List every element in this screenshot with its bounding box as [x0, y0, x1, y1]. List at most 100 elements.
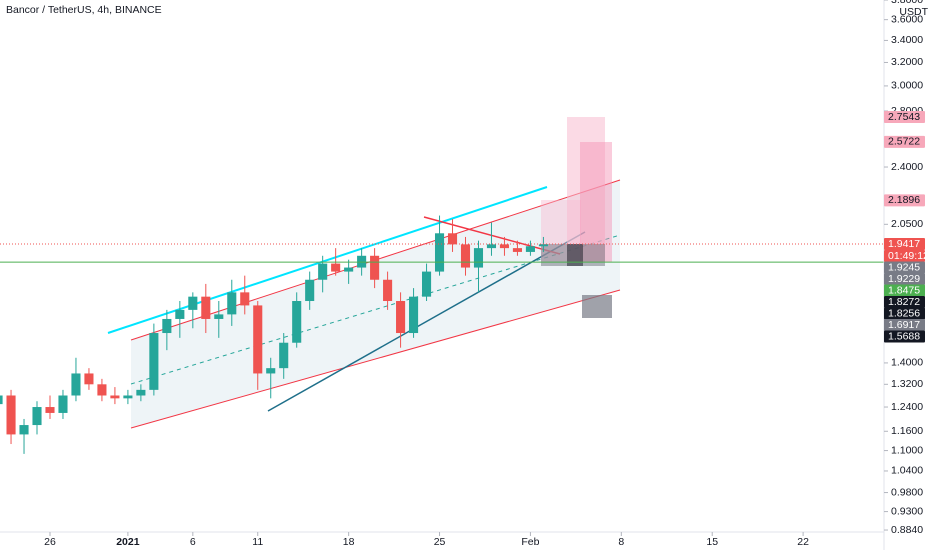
- x-tick-label: 22: [797, 536, 809, 548]
- position-profit: [580, 142, 612, 262]
- chart-title: Bancor / TetherUS, 4h, BINANCE: [6, 4, 162, 16]
- price-tag-label: 1.8475: [888, 284, 920, 296]
- channel-lower: [130, 289, 621, 429]
- y-tick-label: 1.3200: [891, 378, 923, 390]
- x-tick-label: 11: [252, 536, 263, 548]
- candle-body: [305, 279, 315, 302]
- y-tick-label: 3.4000: [891, 34, 923, 46]
- x-tick-label: Feb: [521, 536, 539, 548]
- x-tick-label: 2021: [116, 536, 140, 548]
- candle-body: [110, 395, 120, 399]
- y-tick-label: 3.6000: [891, 13, 923, 25]
- price-tag-label: 1.8256: [888, 307, 920, 319]
- position-stop: [582, 295, 612, 318]
- price-tag-label: 1.9229: [888, 273, 920, 285]
- candle-body: [409, 296, 419, 334]
- candle-body: [344, 267, 354, 272]
- y-tick-label: 3.8000: [891, 0, 923, 6]
- x-tick-label: 26: [44, 536, 56, 548]
- channel-mid: [130, 234, 621, 385]
- candle-body: [162, 318, 172, 334]
- price-tag: [884, 261, 925, 274]
- price-tag: [884, 296, 925, 309]
- trend-line-cyan: [107, 186, 548, 334]
- candle-body: [136, 389, 146, 396]
- candle-body: [227, 292, 237, 315]
- candle-body: [253, 305, 263, 374]
- candle-body: [240, 292, 250, 306]
- candle-body: [19, 425, 29, 435]
- price-tag-label: 2.1896: [888, 194, 920, 206]
- y-tick-label: 1.4000: [891, 357, 923, 369]
- price-tag: [884, 330, 925, 343]
- candle-body: [318, 263, 328, 280]
- candle-body: [331, 263, 341, 272]
- position-stop: [567, 244, 583, 266]
- candle-body: [175, 309, 185, 319]
- x-tick-label: 15: [706, 536, 718, 548]
- price-tag-label: 01:49:12: [888, 250, 929, 262]
- price-tag-label: 2.5722: [888, 136, 920, 148]
- candle-body: [123, 395, 133, 399]
- x-tick-label: 25: [434, 536, 446, 548]
- candle-body: [460, 244, 471, 268]
- candle-body: [486, 244, 497, 249]
- candle-body: [538, 244, 548, 247]
- candle-body: [370, 255, 380, 280]
- position-profit: [567, 117, 605, 262]
- y-tick-label: 3.0000: [891, 80, 923, 92]
- axis-unit: USDT: [899, 6, 928, 18]
- x-tick-label: 8: [618, 536, 624, 548]
- candle-body: [45, 407, 55, 413]
- x-tick-label: 18: [343, 536, 355, 548]
- y-tick-label: 3.2000: [891, 56, 923, 68]
- candle-body: [97, 384, 107, 396]
- candle-body: [188, 296, 198, 310]
- price-tag-label: 1.8272: [888, 296, 920, 308]
- candle-body: [32, 407, 42, 426]
- candle-body: [84, 373, 94, 385]
- price-tag: [884, 110, 925, 123]
- price-tag: [884, 135, 925, 148]
- trend-line-resistance: [423, 216, 561, 255]
- price-tag: [884, 250, 925, 263]
- y-tick-label: 2.4000: [891, 161, 923, 173]
- candle-body: [525, 246, 535, 252]
- y-tick-label: 0.9300: [891, 505, 923, 517]
- candle-body: [6, 395, 16, 435]
- price-tag: [884, 307, 925, 320]
- candle-body: [499, 244, 510, 249]
- price-tag-label: 1.6917: [888, 319, 920, 331]
- candle-body: [266, 368, 276, 374]
- price-tag: [884, 319, 925, 332]
- price-tag: [884, 284, 925, 297]
- candle-body: [447, 233, 458, 245]
- candle-body: [149, 333, 159, 390]
- candle-body: [396, 301, 406, 334]
- price-tag: [884, 238, 925, 251]
- x-tick-label: 6: [190, 536, 196, 548]
- price-tag: [884, 273, 925, 286]
- candle-body: [58, 395, 68, 413]
- candle-body: [292, 301, 302, 343]
- price-tag-label: 2.7543: [888, 111, 920, 123]
- candle-body: [512, 248, 522, 252]
- candle-body: [473, 248, 484, 268]
- y-tick-label: 1.0400: [891, 465, 923, 477]
- price-tag: [884, 194, 925, 207]
- price-tag-label: 1.5688: [888, 330, 920, 342]
- price-tag-label: 1.9417: [888, 238, 920, 250]
- candle-body: [0, 395, 3, 405]
- y-tick-label: 0.8840: [891, 524, 923, 536]
- candle-body: [279, 342, 289, 369]
- candle-body: [383, 279, 393, 302]
- candle-body: [71, 373, 81, 396]
- y-tick-label: 0.9800: [891, 486, 923, 498]
- candle-body: [434, 233, 445, 272]
- candle-body: [214, 314, 224, 319]
- y-tick-label: 1.2400: [891, 401, 923, 413]
- candle-body: [422, 271, 432, 297]
- y-tick-label: 1.1000: [891, 444, 923, 456]
- price-tag-label: 1.9245: [888, 261, 920, 273]
